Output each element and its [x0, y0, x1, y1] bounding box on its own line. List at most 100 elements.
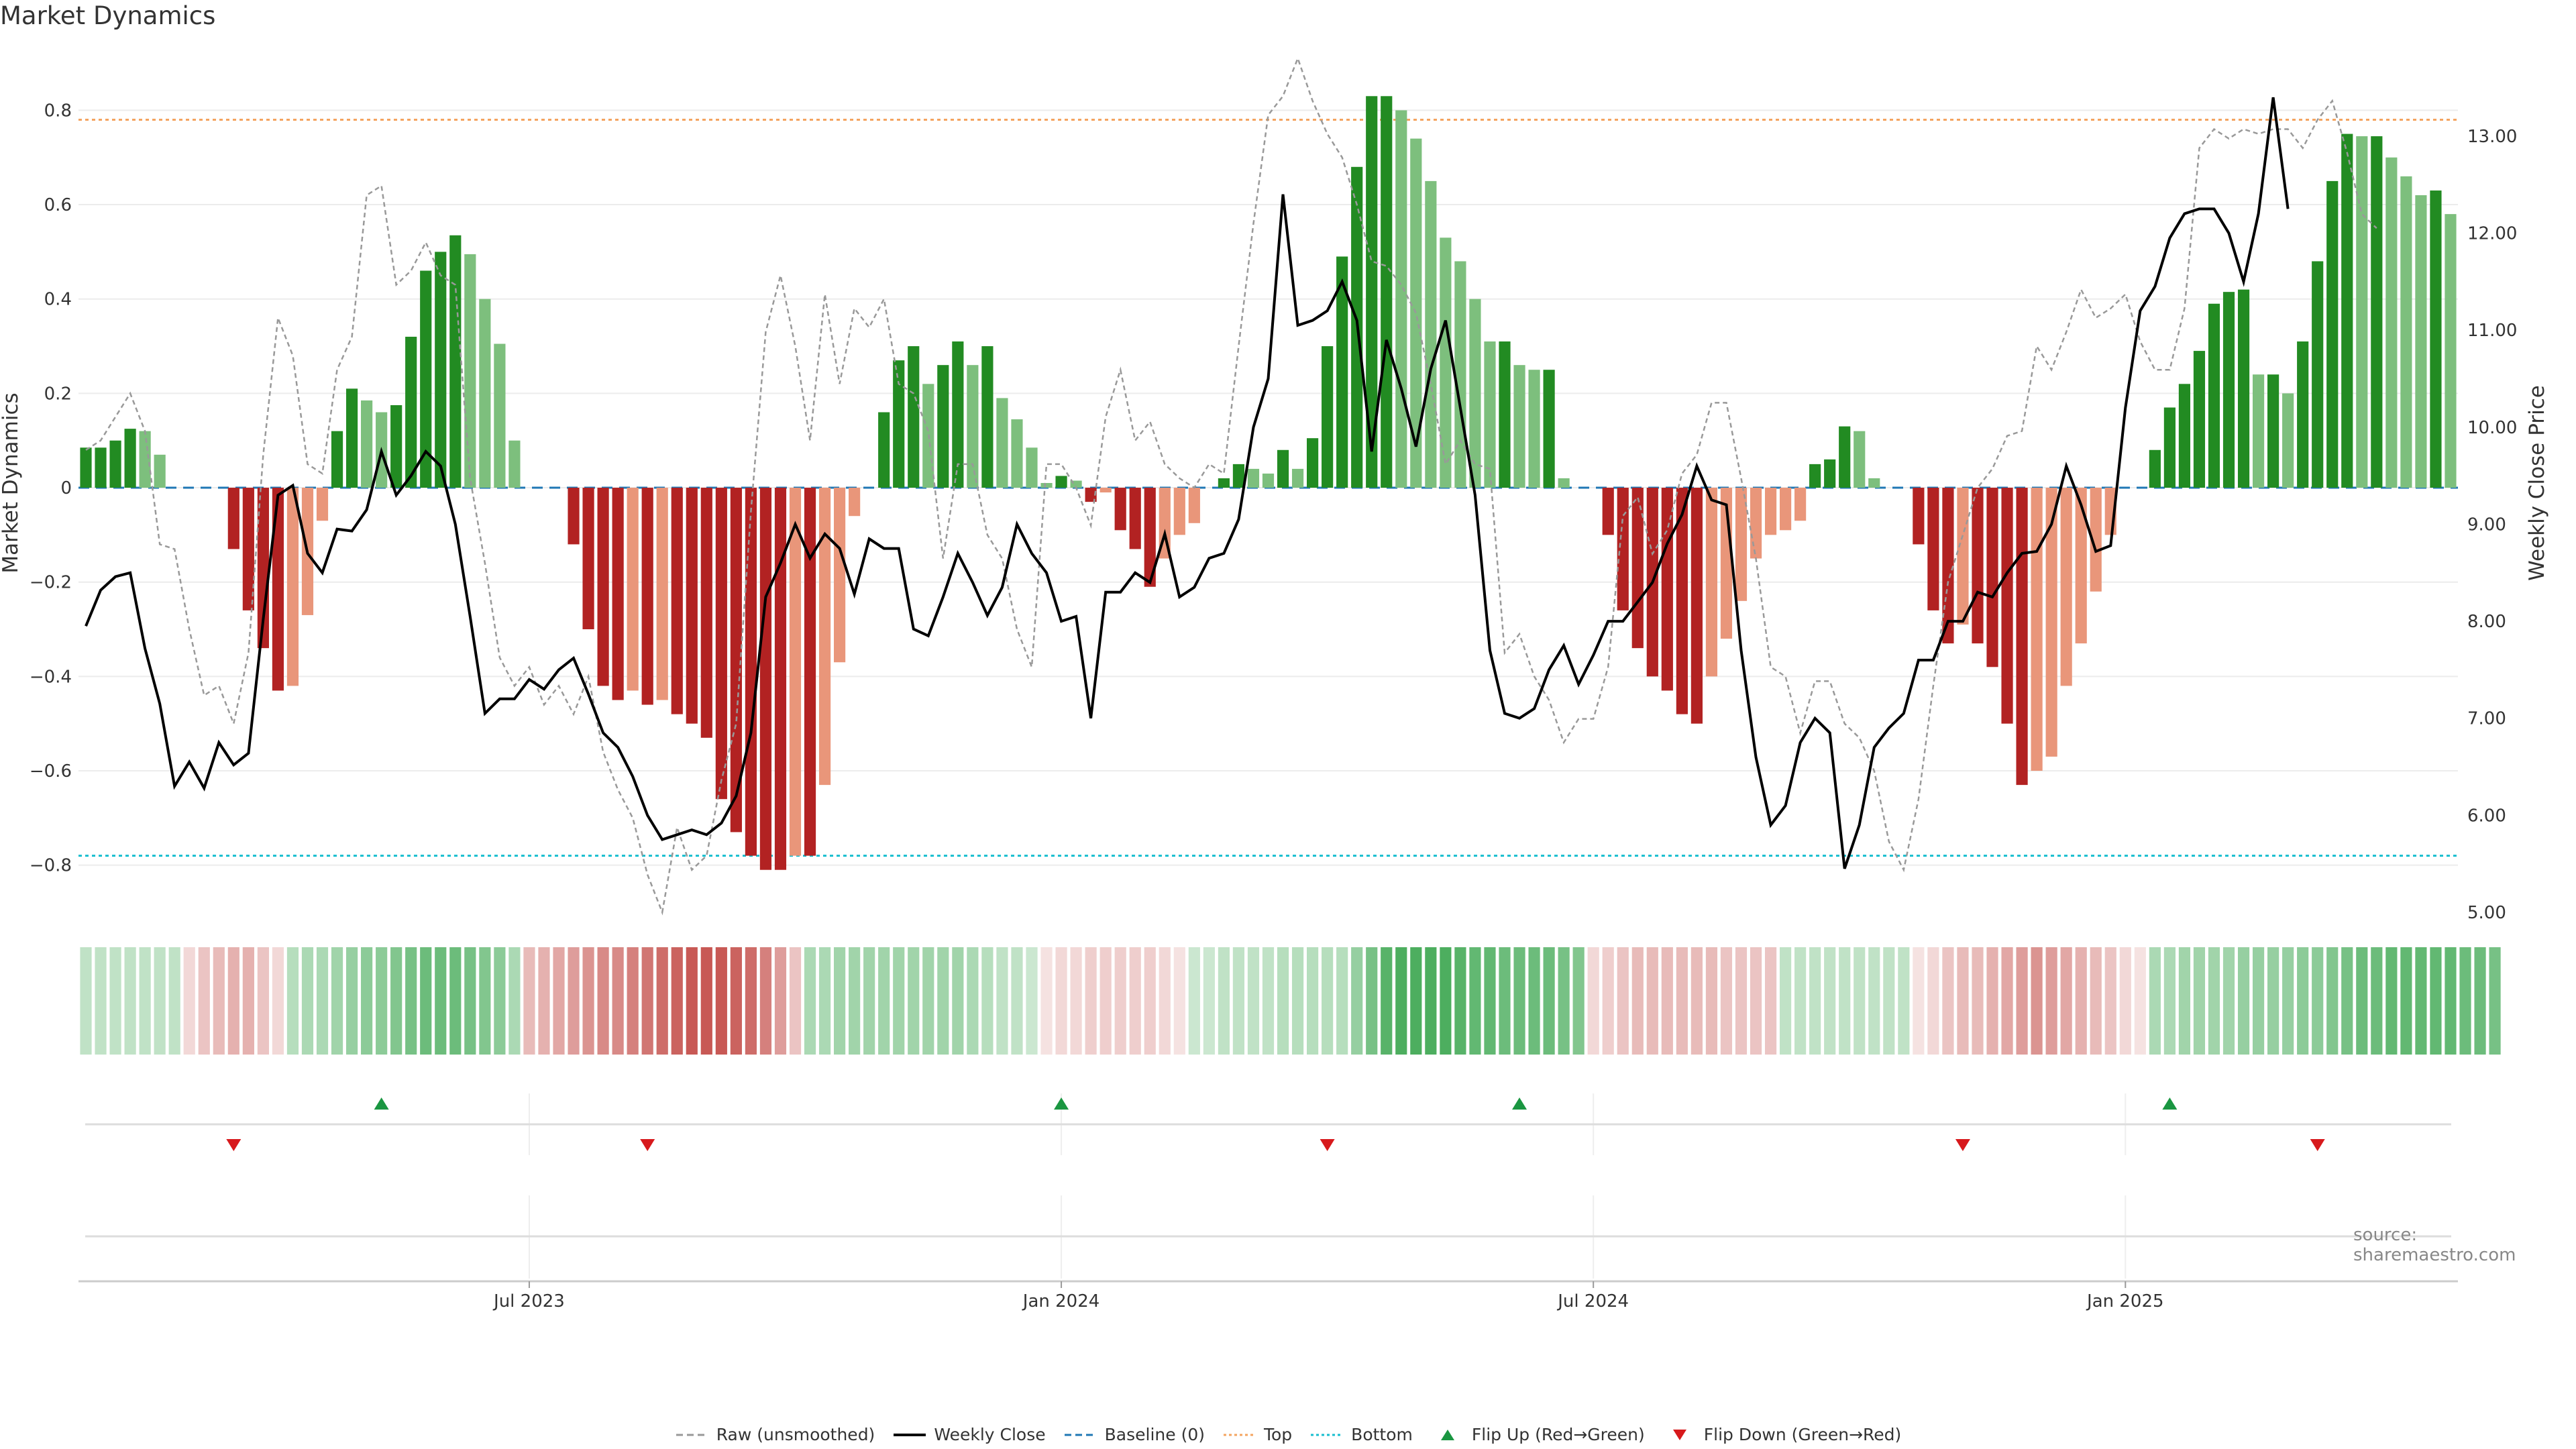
momentum-bar — [1602, 488, 1614, 535]
regime-cell — [2356, 947, 2368, 1055]
momentum-bar — [2031, 488, 2043, 771]
flip-up-marker — [374, 1097, 389, 1110]
regime-cell — [1425, 947, 1437, 1055]
legend-label: Raw (unsmoothed) — [716, 1425, 875, 1444]
regime-cell — [508, 947, 521, 1055]
momentum-bar — [1188, 488, 1200, 523]
momentum-bar — [2060, 488, 2072, 686]
y-axis-label: Market Dynamics — [0, 392, 23, 573]
y-tick-label: 0.2 — [44, 384, 72, 404]
regime-cell — [1159, 947, 1171, 1055]
momentum-bar — [420, 270, 432, 488]
legend-swatch — [1672, 1429, 1686, 1440]
regime-cell — [183, 947, 195, 1055]
regime-cell — [2178, 947, 2191, 1055]
regime-cell — [2430, 947, 2442, 1055]
regime-cell — [849, 947, 861, 1055]
regime-cell — [715, 947, 727, 1055]
regime-cell — [2163, 947, 2176, 1055]
momentum-bar — [1824, 459, 1836, 488]
regime-cell — [2001, 947, 2013, 1055]
momentum-bar — [405, 336, 417, 488]
momentum-bar — [1099, 488, 1112, 493]
momentum-bar — [893, 360, 905, 488]
momentum-bar — [2356, 136, 2368, 488]
momentum-bar — [1085, 488, 1097, 502]
momentum-bar — [730, 488, 742, 833]
regime-cell — [981, 947, 994, 1055]
regime-cell — [1499, 947, 1511, 1055]
regime-cell — [863, 947, 875, 1055]
regime-cell — [1085, 947, 1097, 1055]
raw-line — [85, 56, 2377, 916]
regime-cell — [1942, 947, 1954, 1055]
regime-cell — [1291, 947, 1304, 1055]
momentum-bar — [242, 488, 254, 610]
regime-cell — [1381, 947, 1393, 1055]
momentum-bar — [1055, 476, 1067, 488]
legend-item: Top — [1222, 1425, 1292, 1444]
regime-cell — [878, 947, 890, 1055]
momentum-bar — [1247, 468, 1260, 488]
flip-up-marker — [1512, 1097, 1527, 1110]
momentum-bar — [2016, 488, 2028, 786]
regime-cell — [1144, 947, 1156, 1055]
weekly-close-series — [85, 97, 2290, 869]
regime-cell — [1366, 947, 1378, 1055]
momentum-bar — [508, 440, 521, 488]
regime-cell — [1631, 947, 1644, 1055]
regime-cell — [627, 947, 639, 1055]
momentum-bar — [2090, 488, 2102, 592]
momentum-bar — [1218, 478, 1230, 488]
regime-cell — [1735, 947, 1748, 1055]
momentum-bar — [2237, 289, 2250, 488]
momentum-bar — [2312, 261, 2324, 488]
momentum-bar — [1410, 138, 1422, 488]
regime-cell — [376, 947, 388, 1055]
y-tick-label: −0.4 — [30, 667, 72, 687]
regime-cell — [996, 947, 1008, 1055]
momentum-bar — [1631, 488, 1644, 649]
momentum-bar — [908, 346, 920, 488]
momentum-bar — [568, 488, 580, 545]
momentum-bar — [1381, 96, 1393, 488]
regime-cell — [2119, 947, 2131, 1055]
legend-label: Flip Up (Red→Green) — [1471, 1425, 1645, 1444]
regime-cell — [952, 947, 964, 1055]
momentum-bar — [774, 488, 787, 870]
momentum-bar — [2193, 351, 2206, 488]
flip-down-marker — [226, 1139, 241, 1151]
regime-cell — [390, 947, 402, 1055]
momentum-bar — [1011, 419, 1023, 488]
regime-cell — [1646, 947, 1658, 1055]
legend-swatch — [676, 1434, 708, 1436]
regime-cell — [2252, 947, 2265, 1055]
regime-cell — [1986, 947, 1998, 1055]
regime-cell — [345, 947, 358, 1055]
momentum-bar — [1336, 256, 1348, 488]
momentum-bar — [1972, 488, 1984, 644]
momentum-bar — [641, 488, 653, 705]
regime-cell — [1232, 947, 1245, 1055]
regime-cell — [1779, 947, 1792, 1055]
momentum-bar — [1558, 478, 1570, 488]
regime-cell — [1720, 947, 1733, 1055]
momentum-bar — [316, 488, 329, 521]
momentum-bar — [1499, 341, 1511, 488]
momentum-bar — [1425, 180, 1437, 488]
regime-cell — [2459, 947, 2471, 1055]
momentum-bar — [2430, 190, 2442, 488]
regime-cell — [1351, 947, 1363, 1055]
regime-cell — [922, 947, 934, 1055]
y2-axis-label: Weekly Close Price — [2525, 385, 2549, 581]
y2-tick-label: 8.00 — [2467, 612, 2506, 632]
regime-cell — [2267, 947, 2279, 1055]
momentum-bar — [996, 398, 1008, 488]
regime-cell — [1070, 947, 1082, 1055]
momentum-bar — [1129, 488, 1141, 549]
momentum-bar — [715, 488, 727, 800]
momentum-bar — [2385, 157, 2398, 488]
momentum-bar — [2415, 195, 2427, 488]
momentum-bar — [286, 488, 299, 686]
regime-cell — [124, 947, 136, 1055]
